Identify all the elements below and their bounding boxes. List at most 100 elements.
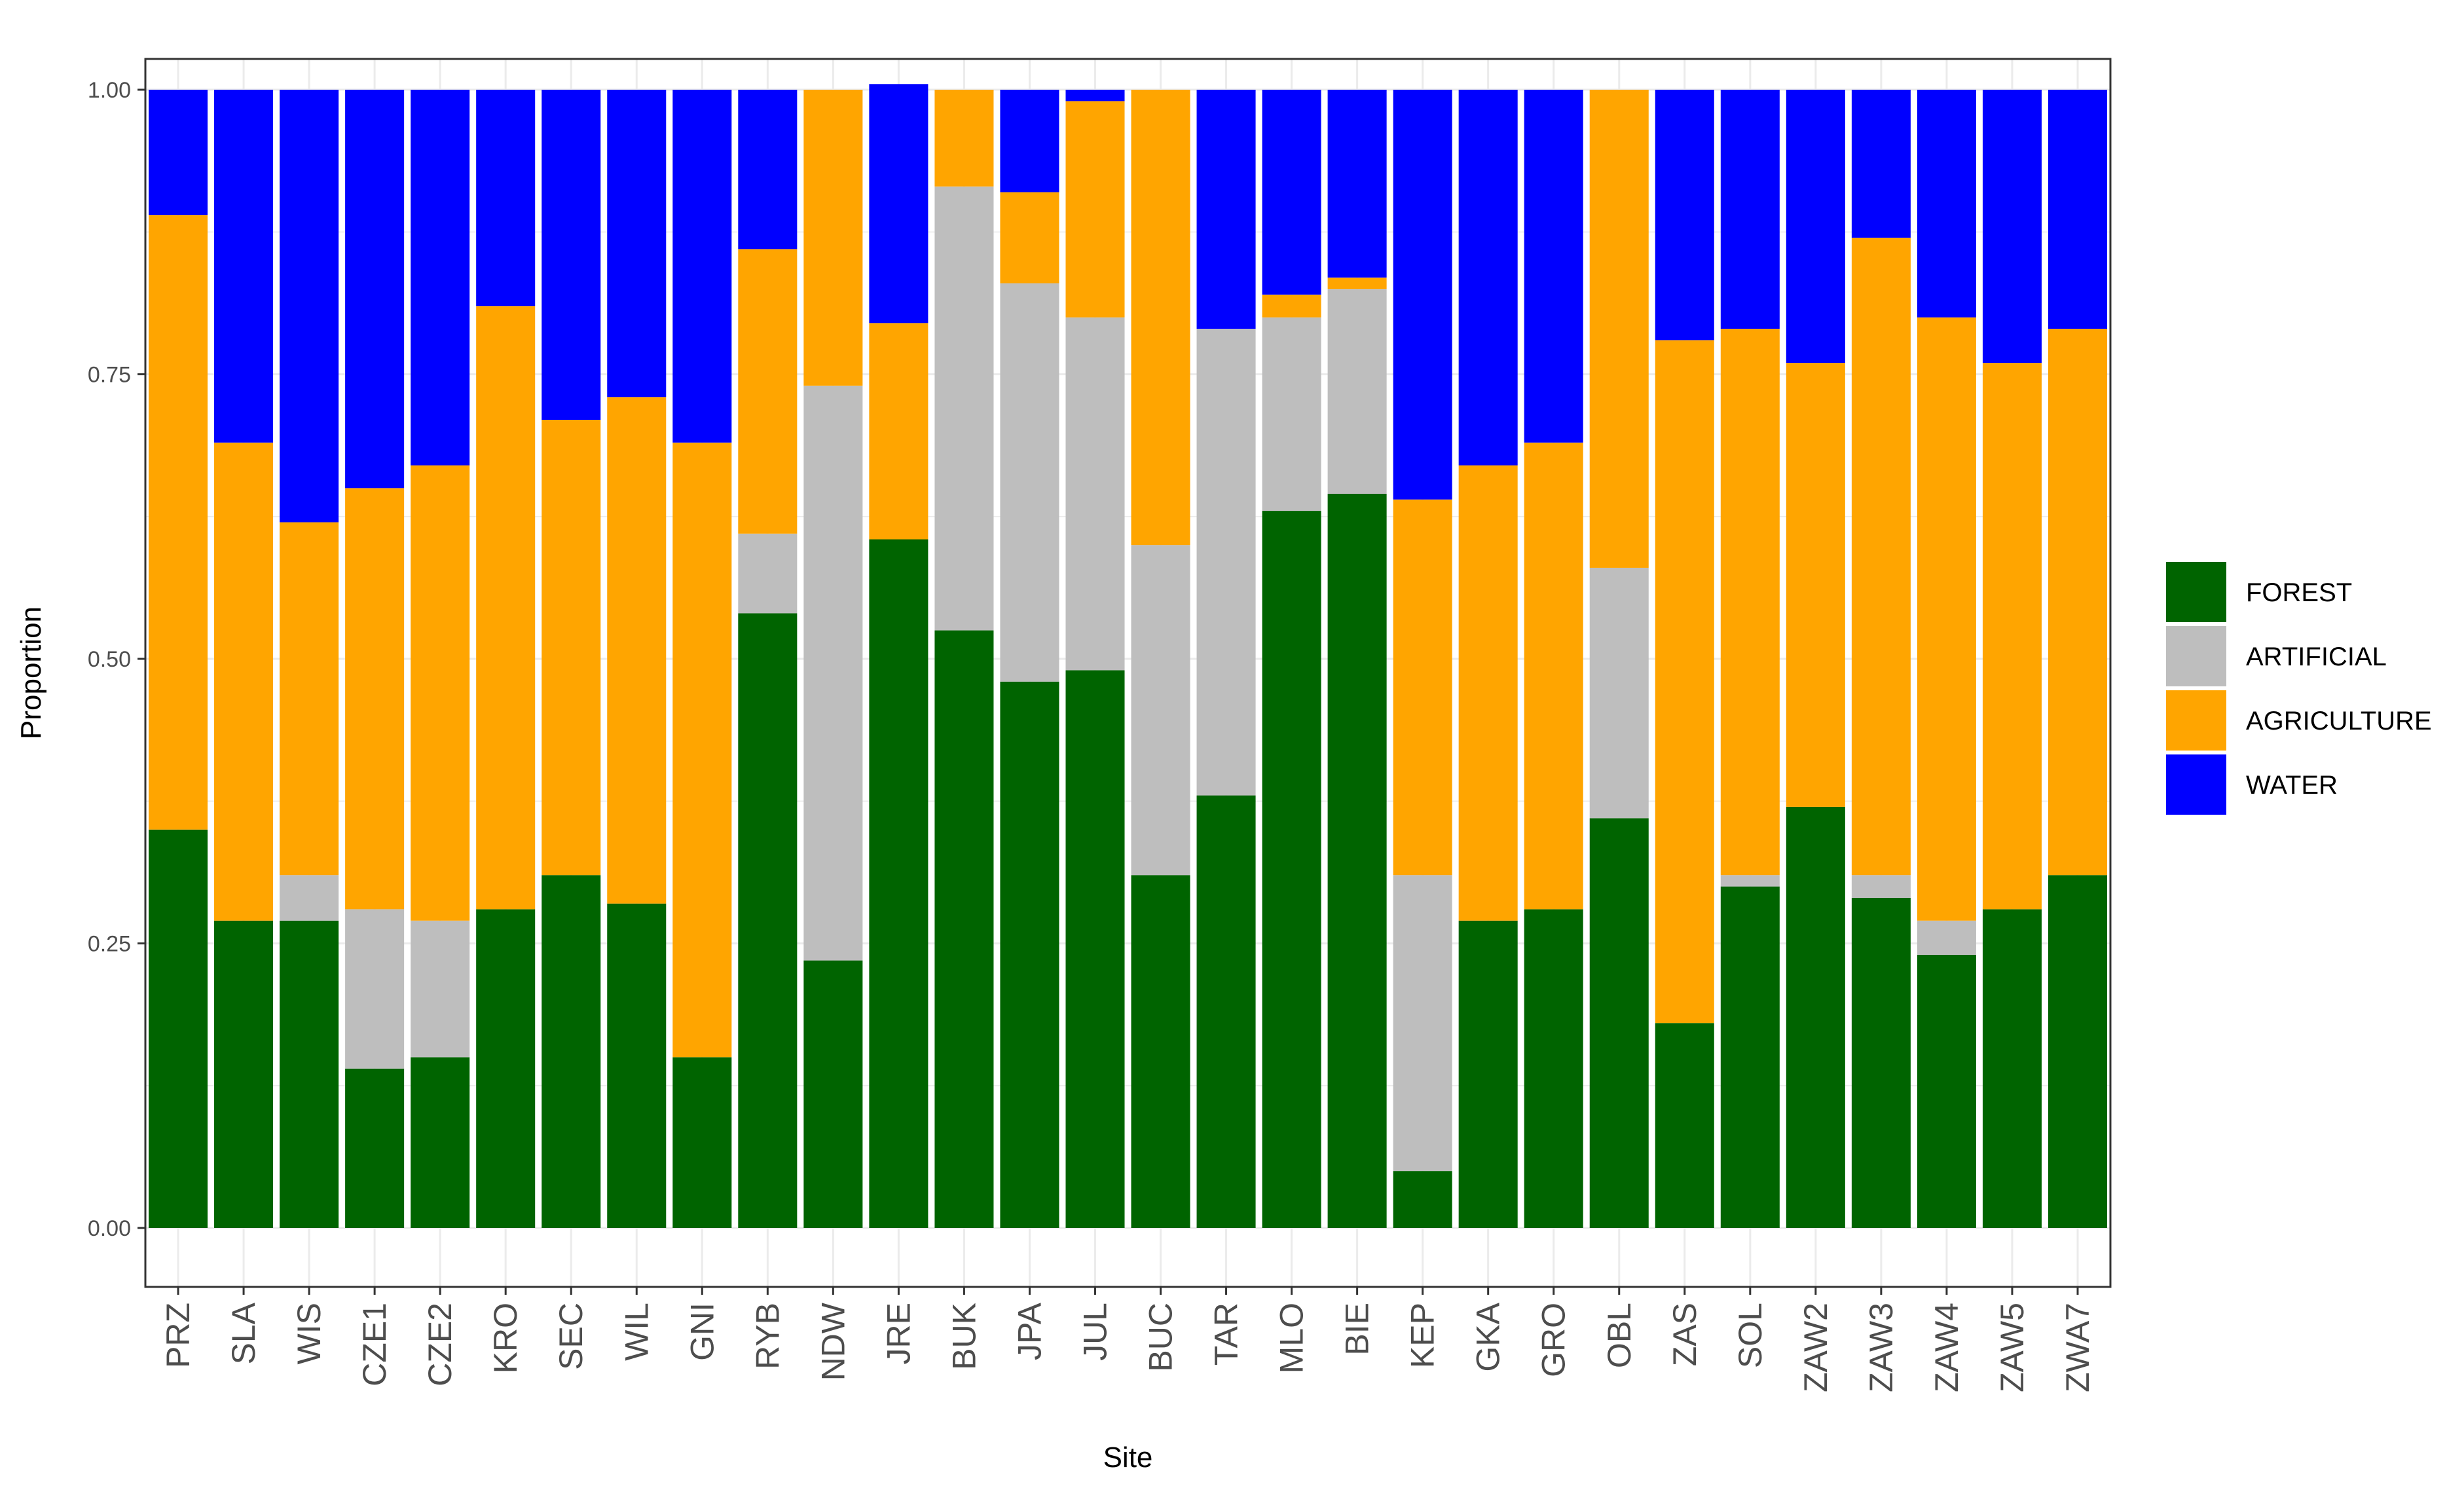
bar-water-wis — [280, 90, 339, 523]
x-tick-label: ZAS — [1666, 1303, 1703, 1366]
bar-agriculture-jpa — [1000, 192, 1059, 284]
y-tick-label: 0.75 — [88, 363, 131, 388]
bar-water-bie — [1327, 90, 1387, 278]
bar-water-prz — [149, 90, 208, 215]
bar-water-sla — [214, 90, 274, 443]
bar-water-gni — [672, 90, 732, 443]
bar-water-wil — [607, 90, 667, 398]
legend-label-agriculture: AGRICULTURE — [2246, 707, 2432, 735]
bar-agriculture-zwa7 — [2048, 328, 2107, 876]
legend-key-forest — [2166, 562, 2226, 622]
bar-forest-bie — [1327, 493, 1387, 1228]
x-tick-label: WIL — [618, 1303, 655, 1361]
bar-agriculture-mlo — [1262, 294, 1321, 318]
bar-forest-buk — [934, 630, 994, 1228]
x-axis: PRZ SLA WIS CZE1 CZE2 KRO SEC WIL GNI RYB NDW JRE BU… — [160, 1287, 2096, 1392]
bar-agriculture-sol — [1720, 328, 1780, 876]
bar-forest-ndw — [803, 960, 863, 1228]
bar-forest-gni — [672, 1057, 732, 1228]
bar-forest-zas — [1655, 1023, 1714, 1228]
bar-forest-wis — [280, 920, 339, 1228]
y-tick-label: 1.00 — [88, 78, 131, 103]
x-tick-label: ZAW2 — [1797, 1303, 1834, 1392]
bar-artificial-zaw4 — [1917, 920, 1976, 955]
x-tick-label: SLA — [225, 1302, 262, 1364]
plot-panel-border — [144, 58, 2112, 1288]
x-tick-label: TAR — [1208, 1303, 1245, 1365]
bar-artificial-obl — [1589, 567, 1649, 819]
bar-forest-jpa — [1000, 681, 1059, 1228]
bar-water-ryb — [738, 90, 798, 250]
y-axis: 0.00 0.25 0.50 0.75 1.00 — [88, 78, 145, 1241]
bars — [149, 84, 2107, 1228]
bar-artificial-ryb — [738, 533, 798, 614]
bar-artificial-bie — [1327, 289, 1387, 494]
x-tick-label: ZAW4 — [1928, 1303, 1965, 1392]
bar-forest-gka — [1458, 920, 1518, 1228]
bar-forest-sla — [214, 920, 274, 1228]
bar-forest-zwa7 — [2048, 875, 2107, 1228]
bar-forest-jre — [869, 539, 929, 1228]
bar-water-gro — [1524, 90, 1583, 443]
x-tick-label: GRO — [1535, 1303, 1572, 1377]
y-tick-label: 0.00 — [88, 1216, 131, 1241]
bar-forest-wil — [607, 903, 667, 1228]
legend-label-forest: FOREST — [2246, 578, 2352, 607]
bar-artificial-buk — [934, 186, 994, 631]
x-tick-label: SEC — [553, 1303, 589, 1370]
bar-artificial-sol — [1720, 875, 1780, 887]
bar-forest-sol — [1720, 886, 1780, 1228]
bar-agriculture-gro — [1524, 442, 1583, 910]
bar-agriculture-zas — [1655, 340, 1714, 1024]
x-tick-label: WIS — [291, 1303, 327, 1364]
bar-agriculture-sec — [542, 420, 601, 876]
bar-artificial-tar — [1196, 328, 1256, 796]
x-tick-label: BUK — [946, 1303, 982, 1370]
bar-agriculture-sla — [214, 442, 274, 921]
bar-water-zaw3 — [1851, 90, 1911, 238]
x-tick-label: JPA — [1011, 1302, 1048, 1360]
bar-agriculture-prz — [149, 215, 208, 830]
bar-water-tar — [1196, 90, 1256, 329]
bar-water-zaw2 — [1786, 90, 1845, 363]
bar-agriculture-zaw3 — [1851, 237, 1911, 876]
bar-forest-jul — [1065, 670, 1125, 1228]
legend: FOREST ARTIFICIAL AGRICULTURE WATER — [2166, 562, 2432, 815]
bar-water-gka — [1458, 90, 1518, 466]
x-axis-title: Site — [1103, 1441, 1153, 1474]
bar-artificial-kep — [1393, 875, 1452, 1172]
bar-agriculture-zaw2 — [1786, 363, 1845, 807]
bar-agriculture-cze2 — [411, 465, 470, 921]
x-tick-label: PRZ — [160, 1303, 196, 1368]
bar-water-sol — [1720, 90, 1780, 329]
x-tick-label: SOL — [1732, 1303, 1769, 1368]
x-tick-label: GKA — [1470, 1302, 1507, 1371]
bar-agriculture-ryb — [738, 249, 798, 534]
bar-forest-tar — [1196, 795, 1256, 1228]
y-tick-label: 0.50 — [88, 647, 131, 672]
bar-artificial-mlo — [1262, 317, 1321, 511]
bar-agriculture-gka — [1458, 465, 1518, 921]
bar-water-jre — [869, 84, 929, 324]
x-tick-label: BUC — [1143, 1303, 1179, 1372]
bar-artificial-ndw — [803, 385, 863, 961]
x-tick-label: JRE — [880, 1303, 917, 1364]
bar-water-zas — [1655, 90, 1714, 341]
bar-agriculture-buc — [1131, 90, 1190, 546]
bar-forest-ryb — [738, 613, 798, 1228]
bar-forest-buc — [1131, 875, 1190, 1228]
bar-agriculture-bie — [1327, 277, 1387, 289]
x-tick-label: BIE — [1339, 1303, 1376, 1356]
bar-agriculture-kro — [476, 306, 536, 910]
x-tick-label: ZAW3 — [1863, 1303, 1900, 1392]
bar-agriculture-obl — [1589, 90, 1649, 568]
x-tick-label: NDW — [815, 1302, 851, 1381]
bar-forest-sec — [542, 875, 601, 1228]
x-tick-label: ZAW5 — [1994, 1303, 2031, 1392]
bar-artificial-cze2 — [411, 920, 470, 1058]
x-tick-label: CZE2 — [422, 1303, 458, 1386]
legend-key-agriculture — [2166, 690, 2226, 751]
bar-forest-zaw4 — [1917, 954, 1976, 1228]
x-tick-label: CZE1 — [356, 1303, 393, 1386]
